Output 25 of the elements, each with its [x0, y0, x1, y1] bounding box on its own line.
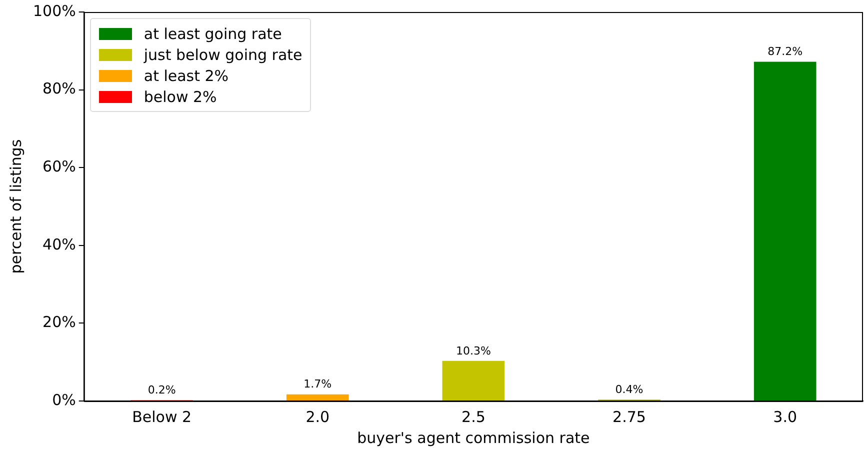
data-label: 0.4%	[615, 382, 644, 396]
legend-label: at least 2%	[144, 66, 229, 84]
y-tick-label: 100%	[32, 2, 76, 20]
legend-label: just below going rate	[144, 46, 302, 64]
data-label: 87.2%	[768, 45, 803, 58]
x-axis-title: buyer's agent commission rate	[357, 428, 590, 447]
bar	[286, 394, 349, 400]
data-label: 0.2%	[148, 384, 176, 397]
data-label: 10.3%	[456, 344, 491, 358]
y-tick-label: 40%	[42, 235, 76, 254]
x-tick-label: Below 2	[132, 408, 192, 426]
y-axis-title: percent of listings	[6, 139, 25, 274]
y-tick-label: 20%	[42, 313, 76, 332]
bar	[754, 62, 816, 400]
x-tick-label: 2.5	[462, 408, 486, 426]
bar	[442, 360, 505, 400]
legend-label: below 2%	[144, 88, 217, 106]
y-tick-label: 80%	[42, 80, 76, 98]
y-tick-label: 0%	[52, 390, 76, 409]
x-tick-label: 2.0	[306, 408, 330, 426]
x-tick-label: 3.0	[773, 408, 798, 426]
data-label: 1.7%	[304, 378, 332, 391]
legend-label: at least going rate	[144, 24, 282, 42]
x-tick-label: 2.75	[612, 408, 646, 426]
y-tick-label: 60%	[42, 157, 76, 176]
